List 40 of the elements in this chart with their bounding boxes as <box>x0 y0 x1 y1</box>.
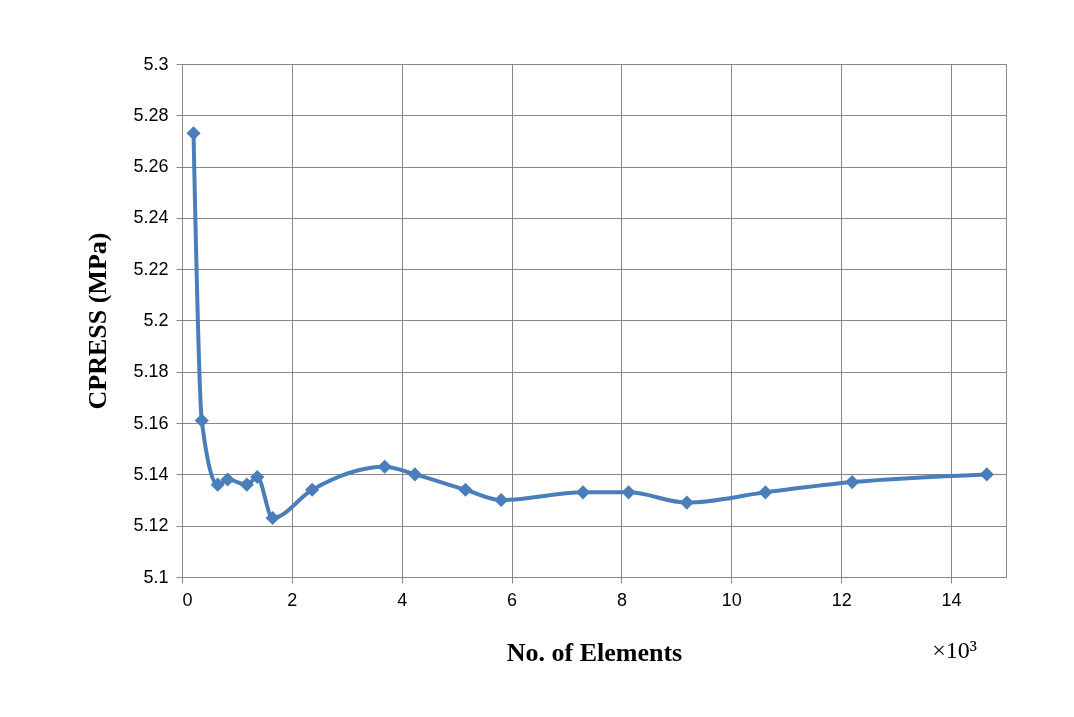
point <box>220 472 235 487</box>
point <box>621 485 636 500</box>
x-tick-label: 2 <box>287 589 298 610</box>
point <box>979 467 994 482</box>
y-tick-label: 5.2 <box>143 310 169 330</box>
y-tick-label: 5.3 <box>143 53 169 74</box>
x-tick-label: 4 <box>397 589 408 610</box>
point <box>679 495 694 510</box>
point <box>210 477 225 492</box>
y-tick-label: 5.12 <box>133 515 169 536</box>
y-tick-label: 5.14 <box>133 463 169 484</box>
y-tick-label: 5.18 <box>133 361 169 382</box>
y-tick-label: 5.24 <box>133 207 169 228</box>
point <box>194 413 209 428</box>
x-tick-label: 12 <box>831 589 852 610</box>
y-tick-label: 5.16 <box>133 412 169 433</box>
point <box>845 475 860 490</box>
point <box>250 469 265 485</box>
point <box>575 485 591 500</box>
point <box>265 510 280 526</box>
x-tick-label: 0 <box>182 589 193 610</box>
point <box>377 459 392 474</box>
point <box>239 477 254 492</box>
x-axis-title: No. of Elements <box>506 637 683 667</box>
x-tick-label: 10 <box>721 589 742 610</box>
x-tick-label: 8 <box>616 589 627 610</box>
y-tick-label: 5.22 <box>133 258 169 279</box>
text: ×10³ <box>932 637 977 663</box>
point <box>186 126 201 141</box>
point <box>407 467 422 482</box>
x-tick-label: 6 <box>507 589 518 610</box>
y-tick-label: 5.26 <box>133 156 169 177</box>
y-tick-label: 5.28 <box>133 104 169 125</box>
x-tick-label: 14 <box>941 589 962 610</box>
y-tick-label: 5.1 <box>143 566 169 587</box>
y-axis-title: CPRESS (MPa) <box>83 232 113 410</box>
point <box>494 492 509 508</box>
point <box>758 485 773 500</box>
point <box>305 482 320 497</box>
point <box>458 482 473 497</box>
